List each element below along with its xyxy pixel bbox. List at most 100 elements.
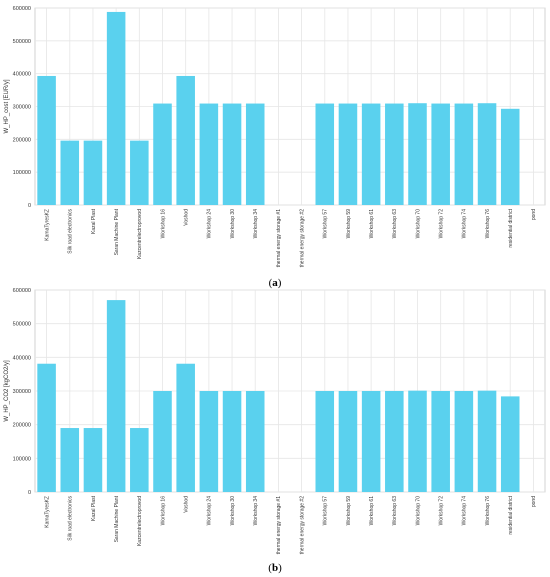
bar: [454, 391, 474, 492]
bar: [199, 391, 219, 492]
x-tick-label: Workshop 34: [253, 209, 259, 239]
x-tick-label: Workshop 72: [438, 496, 444, 526]
bar: [477, 390, 497, 492]
bar: [385, 103, 404, 205]
x-tick-label: Kazal Plast: [91, 495, 97, 521]
bar: [37, 75, 56, 205]
bar: [361, 391, 381, 492]
bar: [500, 108, 520, 205]
bar: [408, 390, 427, 492]
y-tick-label: 100000: [13, 170, 31, 176]
x-tick-label: Kazcentrelectroprovod: [137, 209, 143, 259]
bar: [477, 103, 497, 205]
y-tick-label: 0: [28, 203, 31, 209]
x-tick-label: Workshop 72: [438, 209, 444, 239]
x-tick-label: KamaTyresKZ: [44, 209, 50, 241]
bar: [83, 140, 103, 205]
x-tick-label: Workshop 74: [462, 496, 468, 526]
x-tick-label: pond: [531, 496, 537, 507]
bar: [454, 103, 474, 205]
x-tick-label: Workshop 34: [253, 496, 259, 526]
x-tick-label: Workshop 16: [160, 496, 166, 526]
caption-b: (b): [268, 562, 282, 574]
x-tick-label: Workshop 30: [230, 209, 236, 239]
bar: [338, 103, 358, 205]
y-axis-label: W_HP_CO2 [kgCO2/y]: [4, 360, 10, 422]
x-tick-label: Workshop 30: [230, 496, 236, 526]
bar: [500, 396, 520, 492]
x-tick-label: Saran Machine Plant: [114, 495, 120, 542]
x-tick-label: Workshop 63: [392, 496, 398, 526]
bar: [153, 391, 172, 492]
y-tick-label: 400000: [13, 355, 31, 361]
x-tick-label: Silk road electronics: [68, 496, 74, 541]
x-tick-label: Workshop 74: [462, 209, 468, 239]
bar: [60, 140, 80, 205]
bar: [106, 11, 126, 205]
x-tick-label: KamaTyresKZ: [44, 496, 50, 528]
caption-a-letter: a: [272, 277, 278, 289]
x-tick-label: thermal energy storage #2: [299, 209, 305, 268]
y-tick-label: 600000: [13, 6, 31, 12]
y-tick-label: 500000: [13, 322, 31, 328]
x-tick-label: Workshop 57: [323, 496, 329, 526]
x-tick-label: Workshop 24: [207, 496, 213, 526]
x-tick-label: Voshod: [183, 209, 189, 226]
x-tick-label: Workshop 70: [415, 496, 421, 526]
y-tick-label: 200000: [13, 423, 31, 429]
y-tick-label: 400000: [13, 72, 31, 78]
x-tick-label: Workshop 57: [323, 209, 329, 239]
bar: [431, 103, 450, 205]
x-tick-label: Workshop 70: [415, 209, 421, 239]
bar: [37, 363, 56, 492]
bar: [130, 140, 149, 205]
x-tick-label: Workshop 76: [485, 209, 491, 239]
x-tick-label: Workshop 59: [346, 496, 352, 526]
y-tick-label: 200000: [13, 137, 31, 143]
bar: [199, 103, 219, 205]
x-tick-label: Kazal Plast: [91, 208, 97, 234]
bar: [408, 103, 427, 205]
bar: [106, 300, 126, 492]
y-tick-label: 300000: [13, 105, 31, 111]
y-axis-label: W_HP_cost [EUR/y]: [4, 79, 10, 133]
x-tick-label: Workshop 16: [160, 209, 166, 239]
x-tick-label: Workshop 59: [346, 209, 352, 239]
caption-b-letter: b: [271, 562, 279, 574]
x-tick-label: residential district: [508, 208, 514, 247]
x-tick-label: residential district: [508, 495, 514, 534]
bar: [315, 103, 335, 205]
bar: [176, 75, 195, 205]
caption-a: (a): [268, 277, 282, 289]
bar: [60, 428, 80, 492]
x-tick-label: pond: [531, 209, 537, 220]
chart-a: 0 100000 200000 300000 400000 500000 600000 Kam…: [4, 6, 546, 268]
bar: [130, 428, 149, 492]
x-tick-label: Workshop 63: [392, 209, 398, 239]
x-tick-label: thermal energy storage #2: [299, 496, 305, 555]
y-tick-label: 0: [28, 490, 31, 496]
bar: [222, 391, 242, 492]
x-tick-label: Workshop 61: [369, 209, 375, 239]
x-tick-label: Kazcentrelectroprovod: [137, 496, 143, 546]
bar: [245, 103, 265, 205]
bar: [338, 391, 358, 492]
x-tick-label: Silk road electronics: [68, 209, 74, 254]
x-tick-label: Saran Machine Plant: [114, 208, 120, 255]
x-tick-label: Workshop 61: [369, 496, 375, 526]
bar: [153, 103, 172, 205]
bar: [431, 391, 450, 492]
y-tick-label: 300000: [13, 389, 31, 395]
x-tick-label: thermal energy storage #1: [276, 209, 282, 268]
x-tick-label: Workshop 76: [485, 496, 491, 526]
bar: [83, 428, 103, 492]
bar: [361, 103, 381, 205]
y-tick-label: 500000: [13, 39, 31, 45]
x-tick-label: Voshod: [183, 496, 189, 513]
y-tick-label: 600000: [13, 288, 31, 294]
bar: [222, 103, 242, 205]
y-tick-label: 100000: [13, 456, 31, 462]
bar: [245, 391, 265, 492]
bar: [315, 391, 335, 492]
